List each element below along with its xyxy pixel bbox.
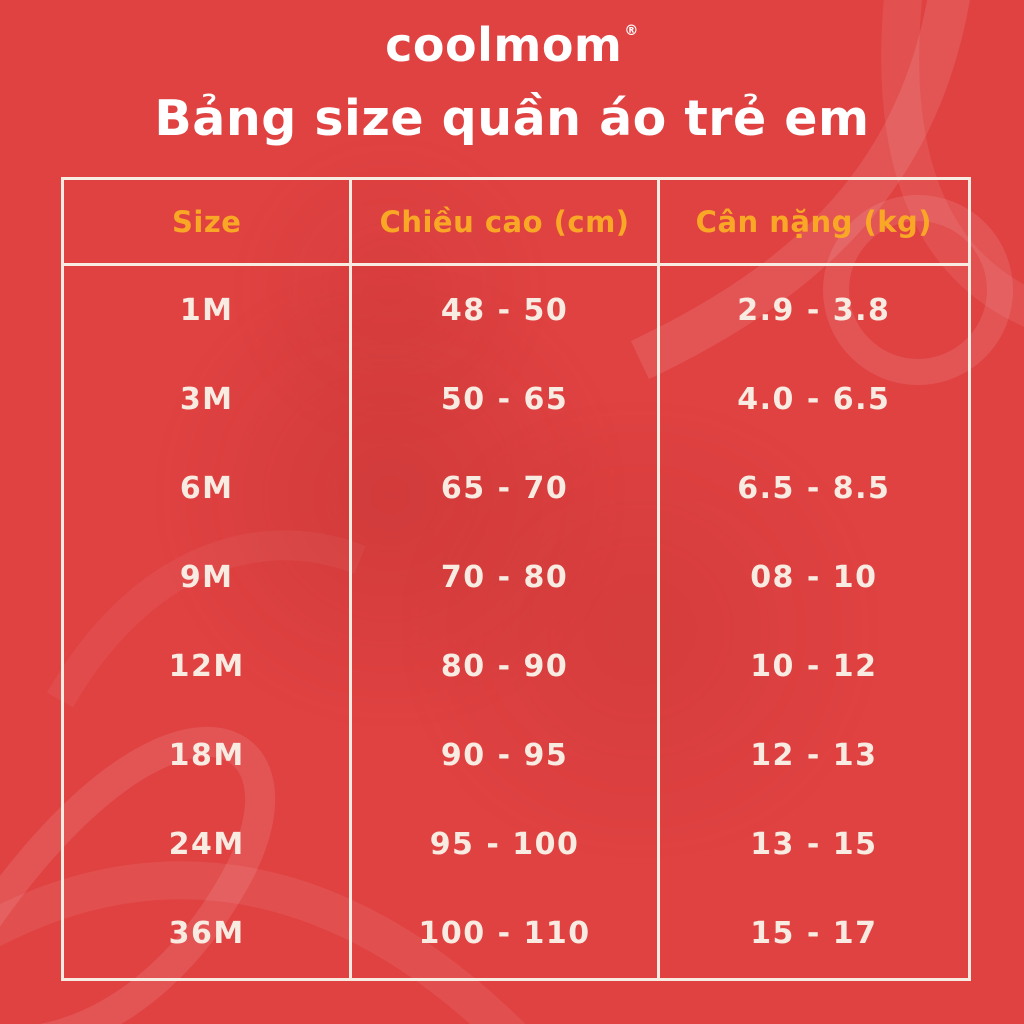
cell-size: 36M <box>64 889 353 978</box>
table-row: 3M 50 - 65 4.0 - 6.5 <box>64 355 968 444</box>
cell-weight: 2.9 - 3.8 <box>737 293 891 328</box>
brand-logo: coolmom ® <box>0 22 1024 68</box>
cell-height: 50 - 65 <box>352 355 660 444</box>
header-cell-size: Size <box>64 180 353 263</box>
cell-size: 1M <box>64 266 353 355</box>
cell-height: 95 - 100 <box>352 800 660 889</box>
cell-height: 65 - 70 <box>352 444 660 533</box>
table-row: 24M 95 - 100 13 - 15 <box>64 800 968 889</box>
registered-trademark-icon: ® <box>624 23 639 39</box>
cell-height: 100 - 110 <box>352 889 660 978</box>
cell-size: 12M <box>64 622 353 711</box>
cell-size: 9M <box>64 533 353 622</box>
table-row: 36M 100 - 110 15 - 17 <box>64 889 968 978</box>
table-row: 9M 70 - 80 08 - 10 <box>64 533 968 622</box>
cell-size: 24M <box>64 800 353 889</box>
cell-size: 6M <box>64 444 353 533</box>
table-header-row: Size Chiều cao (cm) Cân nặng (kg) <box>64 180 968 266</box>
cell-weight: 12 - 13 <box>750 738 878 773</box>
brand-logo-text: coolmom <box>385 18 623 72</box>
header-label-weight: Cân nặng (kg) <box>695 204 933 239</box>
cell-height: 70 - 80 <box>352 533 660 622</box>
cell-weight: 10 - 12 <box>750 649 878 684</box>
cell-height: 48 - 50 <box>352 266 660 355</box>
cell-weight: 15 - 17 <box>750 916 878 951</box>
table-row: 18M 90 - 95 12 - 13 <box>64 711 968 800</box>
size-chart-table: Size Chiều cao (cm) Cân nặng (kg) 1M 48 … <box>61 177 971 981</box>
cell-weight: 08 - 10 <box>750 560 878 595</box>
header-label-size: Size <box>172 204 242 239</box>
cell-weight: 4.0 - 6.5 <box>737 382 891 417</box>
table-row: 6M 65 - 70 6.5 - 8.5 <box>64 444 968 533</box>
header-cell-height: Chiều cao (cm) <box>352 180 660 263</box>
cell-height: 90 - 95 <box>352 711 660 800</box>
cell-weight: 6.5 - 8.5 <box>737 471 891 506</box>
cell-size: 18M <box>64 711 353 800</box>
cell-weight: 13 - 15 <box>750 827 878 862</box>
cell-size: 3M <box>64 355 353 444</box>
header-label-height: Chiều cao (cm) <box>379 204 630 239</box>
header-cell-weight: Cân nặng (kg) <box>660 180 968 263</box>
cell-height: 80 - 90 <box>352 622 660 711</box>
page-title: Bảng size quần áo trẻ em <box>154 90 870 147</box>
table-row: 1M 48 - 50 2.9 - 3.8 <box>64 266 968 355</box>
table-row: 12M 80 - 90 10 - 12 <box>64 622 968 711</box>
